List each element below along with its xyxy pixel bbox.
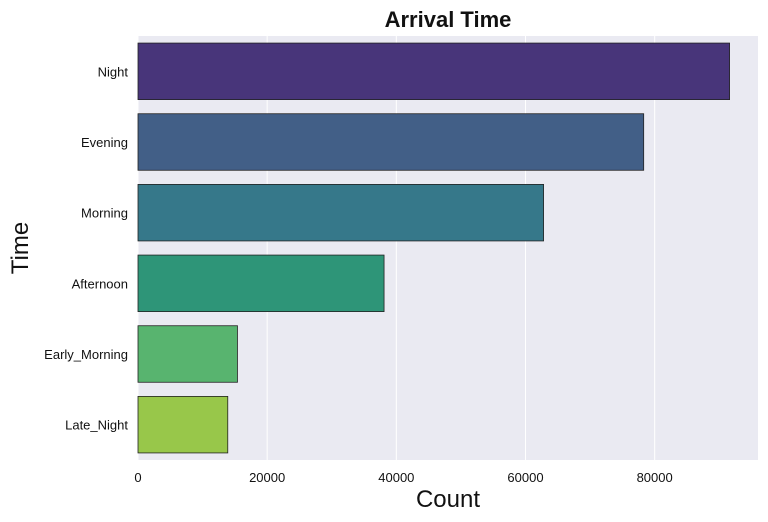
bar-night (137, 42, 730, 100)
bar-morning (137, 183, 544, 242)
y-tick-label: Evening (81, 135, 128, 150)
bar-evening (137, 113, 645, 171)
bar-early-morning (137, 325, 238, 383)
y-tick-label: Afternoon (72, 276, 128, 291)
x-tick-label: 20000 (249, 470, 285, 485)
y-tick-labels: Night Evening Morning Afternoon Early_Mornin… (44, 64, 128, 432)
x-tick-label: 0 (134, 470, 141, 485)
x-tick-label: 40000 (378, 470, 414, 485)
bar-late-night (137, 395, 229, 454)
x-axis-label: Count (416, 486, 480, 513)
bars (137, 42, 730, 454)
y-tick-label: Early_Morning (44, 347, 128, 362)
y-tick-label: Night (98, 64, 129, 79)
y-axis-label: Time (7, 222, 34, 274)
chart-title: Arrival Time (385, 7, 512, 32)
x-tick-labels: 0 20000 40000 60000 80000 (134, 470, 672, 485)
y-tick-label: Morning (81, 206, 128, 221)
grid-lines (137, 36, 656, 460)
x-tick-label: 60000 (507, 470, 543, 485)
y-tick-label: Late_Night (65, 418, 128, 433)
bar-afternoon (137, 254, 385, 312)
x-tick-label: 80000 (637, 470, 673, 485)
